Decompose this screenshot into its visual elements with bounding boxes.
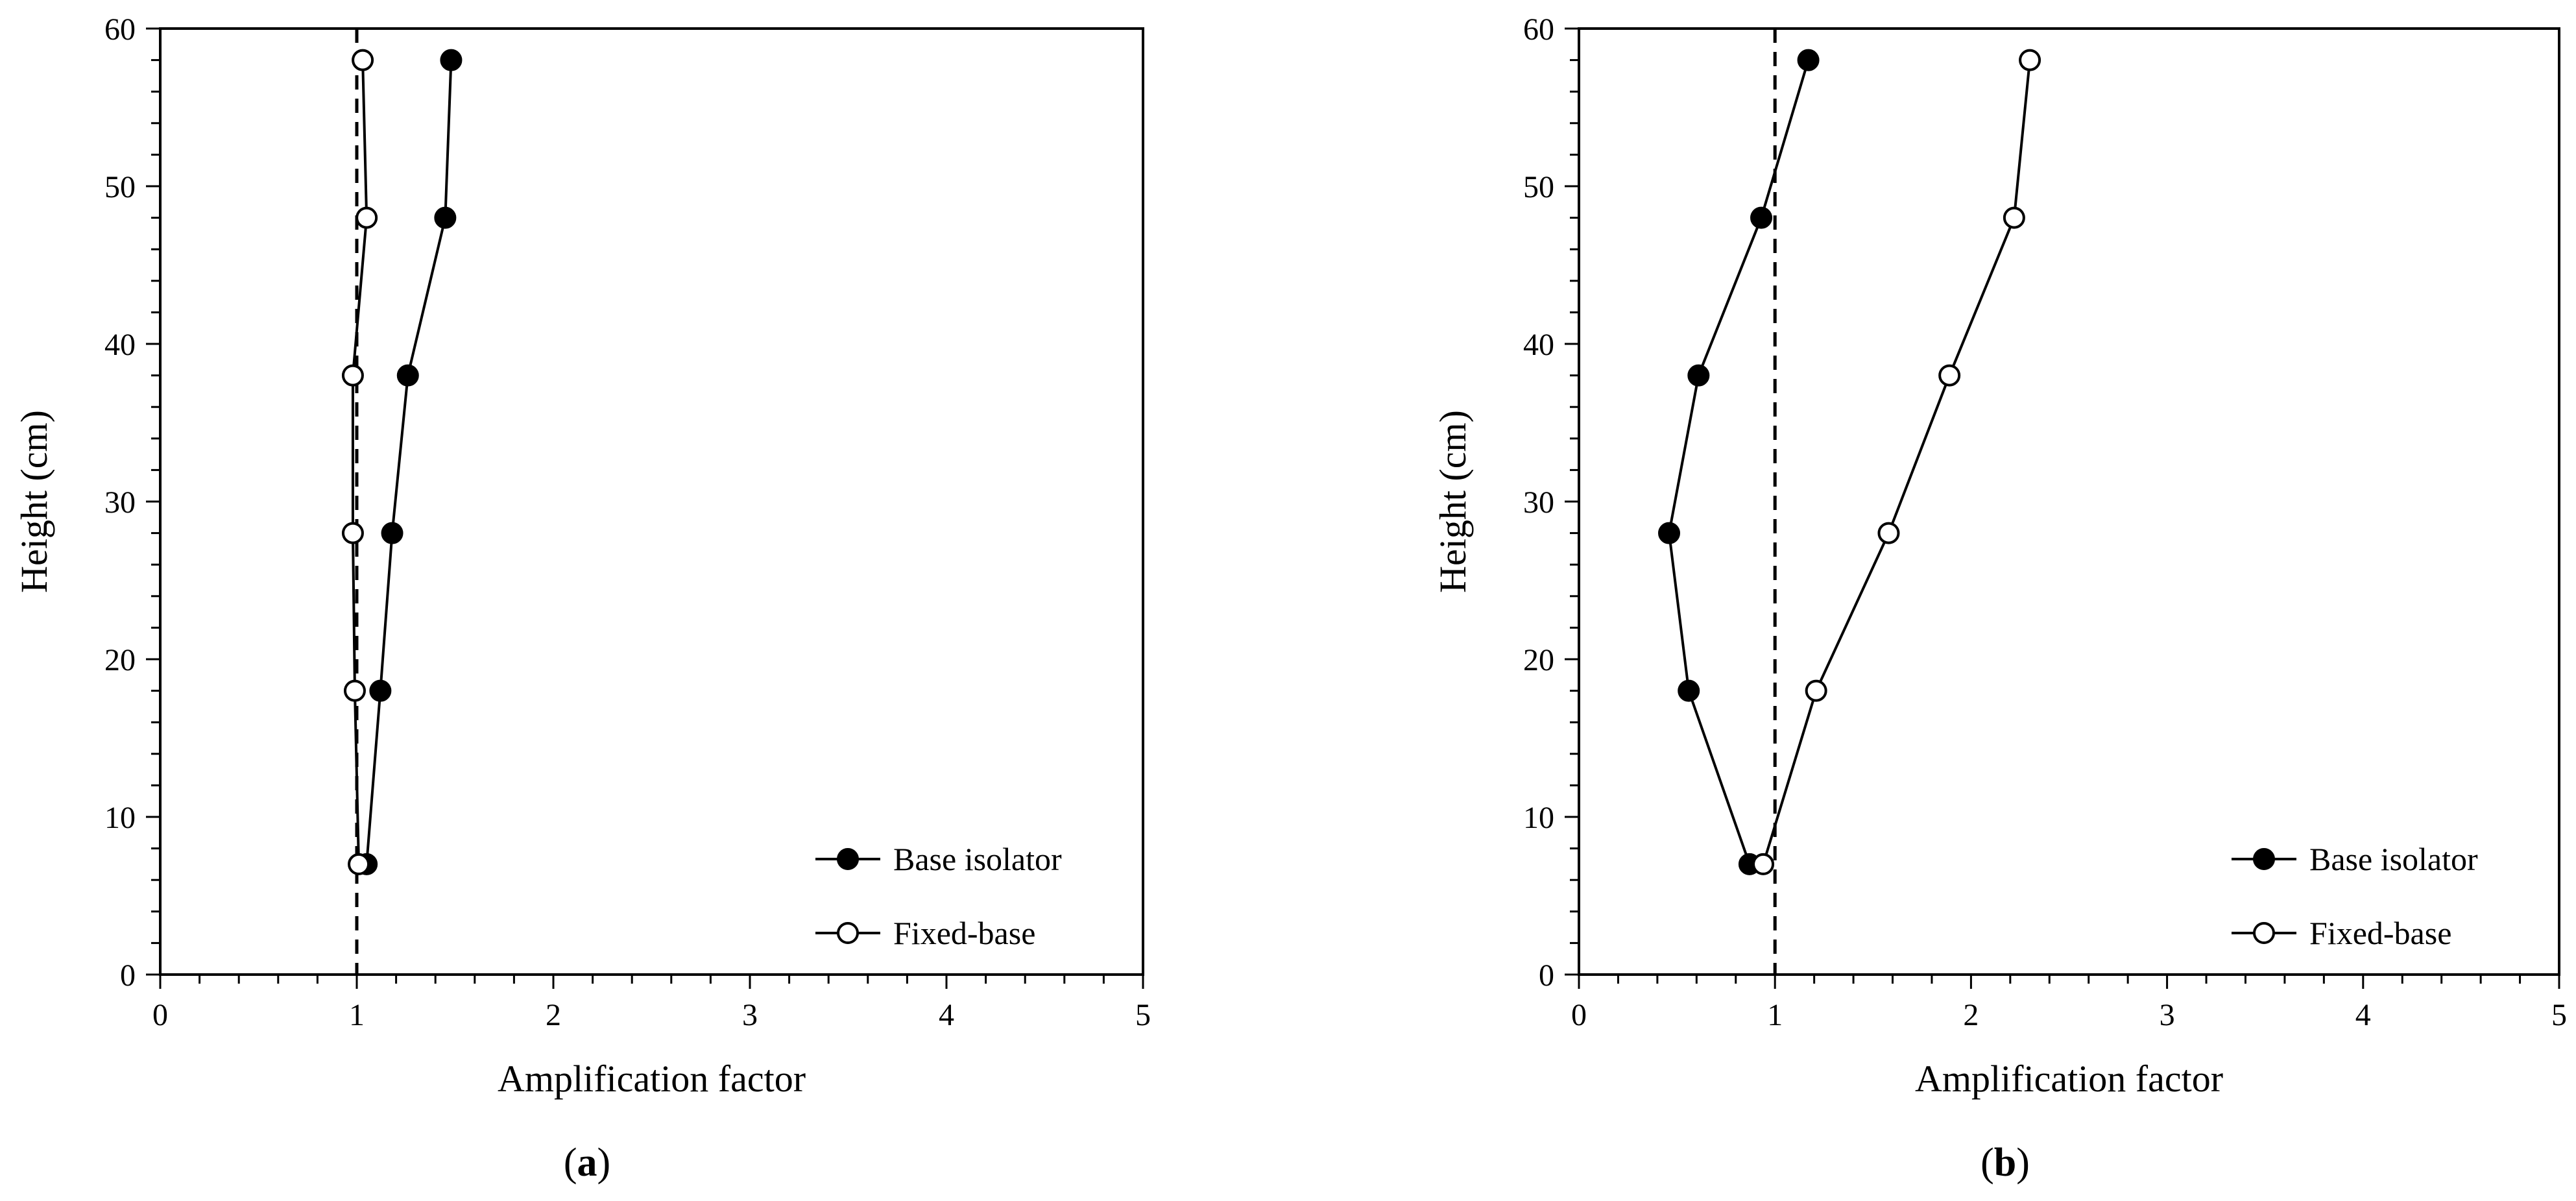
legend-entry: Base isolator [815,841,1062,877]
legend-label: Fixed-base [893,915,1035,951]
data-point-fixed-base [1805,679,1827,702]
plot-frame [159,27,1144,976]
data-point-fixed-base [341,522,364,544]
data-point-fixed-base [1938,364,1961,387]
x-tick-label: 3 [742,998,758,1032]
legend-marker-open [2253,922,2275,944]
data-point-base-isolator [369,679,392,702]
data-point-fixed-base [2019,49,2041,71]
data-point-fixed-base [352,49,374,71]
y-tick-label: 0 [120,958,136,993]
data-point-fixed-base [341,364,364,387]
y-tick-label: 20 [1523,643,1554,677]
y-tick-label: 10 [104,801,136,835]
series-line-fixed-base [1762,60,2032,865]
data-point-base-isolator [381,522,403,544]
x-tick-label: 1 [1767,998,1783,1032]
data-point-base-isolator [396,364,419,387]
x-tick-label: 5 [1135,998,1151,1032]
x-tick-label: 4 [939,998,954,1032]
x-tick-label: 1 [349,998,365,1032]
y-tick-label: 40 [1523,328,1554,362]
y-tick-label: 0 [1539,958,1554,993]
data-point-base-isolator [434,206,457,229]
legend-entry: Fixed-base [2232,915,2451,951]
x-tick-label: 2 [1963,998,1979,1032]
x-tick-label: 5 [2551,998,2567,1032]
caption-paren-open: ( [1980,1141,1994,1185]
legend-label: Base isolator [893,841,1062,877]
series-line-fixed-base [351,60,368,864]
y-tick-label: 30 [1523,485,1554,520]
y-axis-label: Height (cm) [13,410,55,593]
legend-entry: Base isolator [2232,841,2478,877]
series-line-base-isolator [365,60,453,865]
data-point-fixed-base [2003,206,2025,229]
caption-letter: b [1994,1141,2016,1185]
x-axis-label: Amplification factor [498,1058,806,1100]
y-tick-label: 40 [104,328,136,362]
x-tick-label: 2 [546,998,561,1032]
legend-marker-open [837,922,859,944]
caption-paren-close: ) [597,1141,611,1185]
y-tick-label: 50 [104,170,136,204]
data-point-base-isolator [1687,364,1710,387]
legend-label: Base isolator [2309,841,2478,877]
legend-entry: Fixed-base [815,915,1035,951]
legend-label: Fixed-base [2309,915,2451,951]
data-point-fixed-base [343,679,366,702]
x-axis-label: Amplification factor [1915,1058,2223,1100]
y-tick-label: 30 [104,485,136,520]
caption-paren-close: ) [2016,1141,2030,1185]
data-point-base-isolator [1797,49,1820,71]
x-tick-label: 3 [2160,998,2175,1032]
caption-paren-open: ( [564,1141,577,1185]
y-tick-label: 60 [104,12,136,47]
legend-marker-filled [837,848,859,870]
x-tick-label: 0 [1571,998,1587,1032]
data-point-base-isolator [440,49,463,71]
panel-caption: (a) [564,1141,610,1185]
y-tick-label: 50 [1523,170,1554,204]
data-point-fixed-base [1877,522,1900,544]
y-tick-label: 60 [1523,12,1554,47]
data-point-fixed-base [348,853,370,875]
y-tick-label: 20 [104,643,136,677]
plot-frame [1578,27,2560,976]
panel-caption: (b) [1980,1141,2030,1185]
data-point-fixed-base [1752,853,1775,875]
x-tick-label: 4 [2355,998,2371,1032]
data-point-base-isolator [1678,679,1700,702]
data-point-base-isolator [1750,206,1773,229]
series-line-base-isolator [1667,60,1810,865]
caption-letter: a [577,1141,597,1185]
data-point-base-isolator [1658,522,1681,544]
x-tick-label: 0 [152,998,168,1032]
y-tick-label: 10 [1523,801,1554,835]
y-axis-label: Height (cm) [1432,410,1474,593]
legend-marker-filled [2253,848,2275,870]
data-point-fixed-base [355,206,378,229]
